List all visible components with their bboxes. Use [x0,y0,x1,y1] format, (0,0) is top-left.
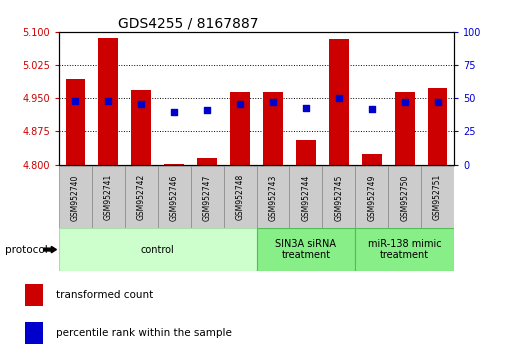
Text: SIN3A siRNA
treatment: SIN3A siRNA treatment [275,239,337,261]
Bar [388,166,421,228]
Bar [421,166,454,228]
Text: GSM952742: GSM952742 [137,174,146,221]
Text: protocol: protocol [5,245,48,255]
Bar [197,158,217,165]
Text: GSM952750: GSM952750 [400,174,409,221]
Bar [164,164,184,165]
Point [104,98,112,104]
Text: control: control [141,245,174,255]
Bar [362,154,382,165]
Text: GSM952745: GSM952745 [334,174,343,221]
Bar [125,166,158,228]
Text: GSM952751: GSM952751 [433,174,442,221]
Bar [224,166,256,228]
Point [433,99,442,105]
Point [170,109,179,114]
Bar [329,39,349,165]
Bar [355,166,388,228]
Bar [66,79,85,165]
Text: GDS4255 / 8167887: GDS4255 / 8167887 [118,17,259,31]
Point [203,107,211,113]
Bar [26,284,43,306]
Bar [355,228,454,271]
Bar [92,166,125,228]
Point [71,98,80,104]
Text: GSM952744: GSM952744 [301,174,310,221]
Text: GSM952740: GSM952740 [71,174,80,221]
Text: GSM952748: GSM952748 [235,174,245,221]
Bar [394,92,415,165]
Bar [158,166,191,228]
Text: transformed count: transformed count [56,290,153,300]
Point [137,101,145,106]
Text: GSM952747: GSM952747 [203,174,212,221]
Bar [263,92,283,165]
Text: percentile rank within the sample: percentile rank within the sample [56,328,232,338]
Bar [322,166,355,228]
Bar [296,140,315,165]
Text: GSM952746: GSM952746 [170,174,179,221]
Point [368,106,376,112]
Point [269,99,277,105]
Bar [191,166,224,228]
Text: miR-138 mimic
treatment: miR-138 mimic treatment [368,239,442,261]
Bar [256,166,289,228]
Text: GSM952741: GSM952741 [104,174,113,221]
Bar [59,228,256,271]
Text: GSM952749: GSM952749 [367,174,376,221]
Bar [98,39,118,165]
Point [334,95,343,101]
Bar [428,88,447,165]
Bar [289,166,322,228]
Point [401,99,409,105]
Point [236,101,244,106]
Bar [230,92,250,165]
Bar [26,322,43,344]
Bar [59,166,92,228]
Bar [256,228,355,271]
Point [302,105,310,110]
Text: GSM952743: GSM952743 [268,174,278,221]
Bar [131,90,151,165]
